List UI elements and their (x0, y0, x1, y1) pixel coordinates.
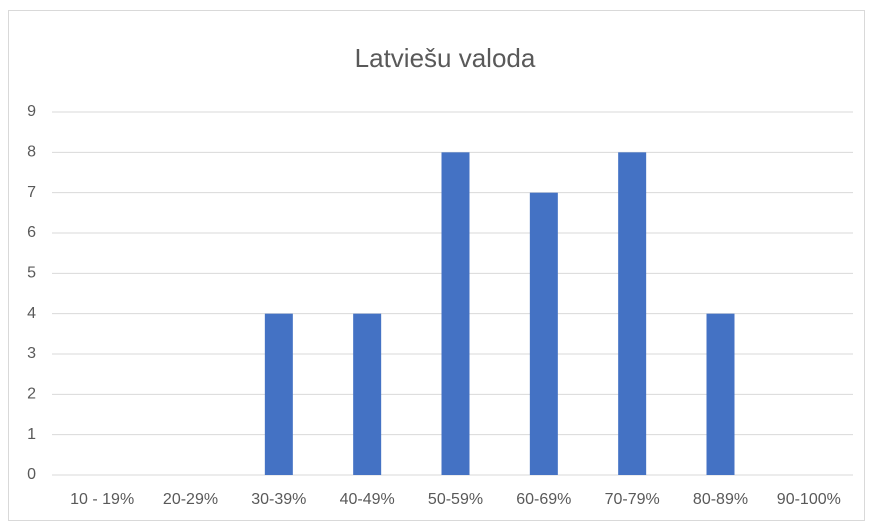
y-tick-label: 6 (27, 224, 36, 241)
x-tick-label: 10 - 19% (70, 491, 134, 508)
y-tick-label: 2 (27, 386, 36, 403)
y-tick-label: 3 (27, 345, 36, 362)
bar (618, 152, 647, 476)
x-tick-label: 60-69% (516, 491, 571, 508)
bar (441, 152, 470, 476)
y-tick-label: 7 (27, 184, 36, 201)
chart-title: Latviešu valoda (355, 43, 536, 73)
y-tick-label: 5 (27, 265, 36, 282)
x-tick-label: 50-59% (428, 491, 483, 508)
y-tick-label: 8 (27, 144, 36, 161)
bar (353, 313, 382, 475)
bar (706, 313, 735, 475)
y-tick-label: 1 (27, 426, 36, 443)
y-tick-label: 4 (27, 305, 36, 322)
chart-border (8, 10, 865, 521)
y-tick-label: 0 (27, 466, 36, 483)
x-tick-label: 70-79% (605, 491, 660, 508)
x-tick-label: 30-39% (251, 491, 306, 508)
bar (264, 313, 293, 475)
y-tick-label: 9 (27, 103, 36, 120)
x-tick-label: 40-49% (340, 491, 395, 508)
x-tick-label: 20-29% (163, 491, 218, 508)
x-tick-label: 90-100% (777, 491, 841, 508)
x-tick-label: 80-89% (693, 491, 748, 508)
bar (529, 192, 558, 475)
